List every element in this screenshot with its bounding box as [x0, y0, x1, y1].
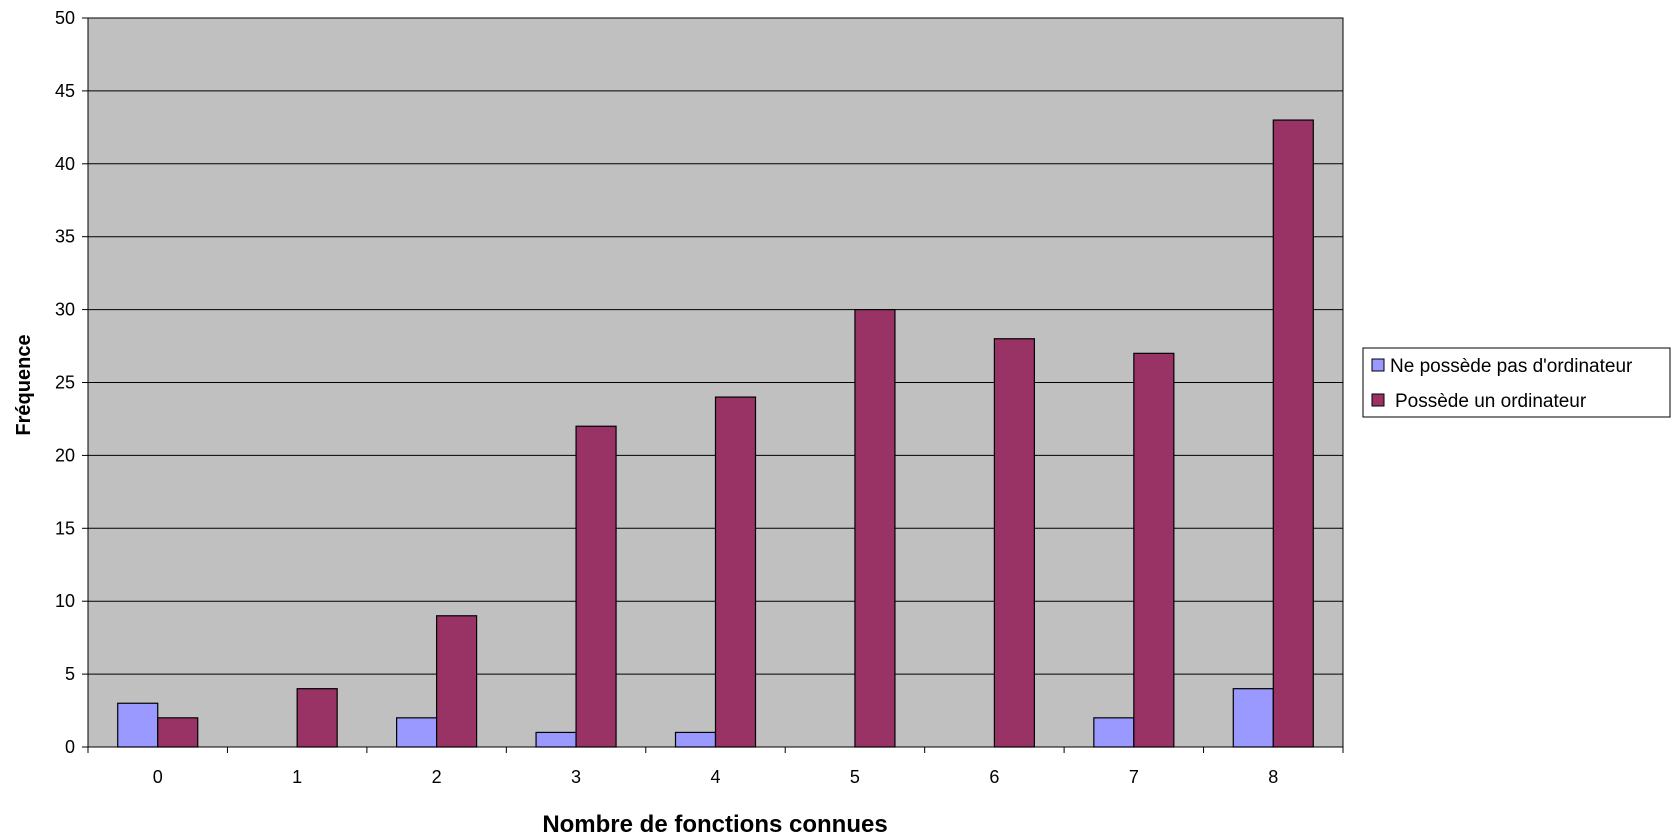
- x-tick-label: 7: [1129, 767, 1139, 787]
- x-tick-label: 2: [432, 767, 442, 787]
- legend-swatch-no-computer: [1371, 358, 1385, 372]
- y-tick-label: 5: [65, 664, 75, 684]
- legend-label-no-computer: Ne possède pas d'ordinateur: [1390, 356, 1633, 377]
- bars: [117, 119, 1314, 748]
- bar-computer-5: [854, 309, 896, 748]
- bar-computer-2: [436, 615, 478, 748]
- y-tick-label: 20: [55, 445, 75, 465]
- x-tick-label: 5: [850, 767, 860, 787]
- legend: Ne possède pas d'ordinateur Possède un o…: [1362, 347, 1671, 418]
- bar-no-computer-2: [396, 717, 438, 748]
- legend-label-computer: Possède un ordinateur: [1395, 391, 1587, 412]
- bar-computer-0: [157, 717, 199, 748]
- bar-no-computer-8: [1232, 688, 1274, 748]
- y-tick-labels: 0 5 10 15 20 25 30 35 40 45 50: [55, 8, 75, 757]
- x-tick-label: 3: [571, 767, 581, 787]
- y-tick-label: 45: [55, 81, 75, 101]
- y-tick-label: 10: [55, 591, 75, 611]
- bar-no-computer-4: [674, 731, 717, 748]
- y-tick-label: 25: [55, 373, 75, 393]
- axes: [82, 17, 1344, 753]
- bar-computer-8: [1272, 119, 1314, 748]
- x-axis-title: Nombre de fonctions connues: [542, 811, 887, 836]
- bar-no-computer-7: [1093, 717, 1135, 748]
- y-tick-label: 35: [55, 227, 75, 247]
- legend-swatch-computer: [1371, 393, 1385, 407]
- y-tick-label: 50: [55, 8, 75, 28]
- y-tick-label: 0: [65, 737, 75, 757]
- bar-no-computer-0: [117, 702, 159, 748]
- x-tick-label: 4: [710, 767, 720, 787]
- y-axis-title: Fréquence: [13, 334, 35, 435]
- x-tick-label: 1: [292, 767, 302, 787]
- bar-computer-4: [714, 396, 757, 748]
- y-tick-label: 40: [55, 154, 75, 174]
- y-tick-label: 30: [55, 300, 75, 320]
- bar-computer-1: [296, 688, 338, 748]
- bar-no-computer-3: [535, 731, 577, 748]
- x-tick-label: 6: [989, 767, 999, 787]
- y-tick-label: 15: [55, 518, 75, 538]
- bar-computer-6: [993, 338, 1035, 748]
- x-tick-labels: 0 1 2 3 4 5 6 7 8: [153, 767, 1279, 787]
- bar-computer-7: [1133, 352, 1175, 748]
- x-tick-label: 0: [153, 767, 163, 787]
- bar-computer-3: [575, 425, 617, 748]
- x-tick-label: 8: [1268, 767, 1278, 787]
- legend-box: [1362, 347, 1671, 418]
